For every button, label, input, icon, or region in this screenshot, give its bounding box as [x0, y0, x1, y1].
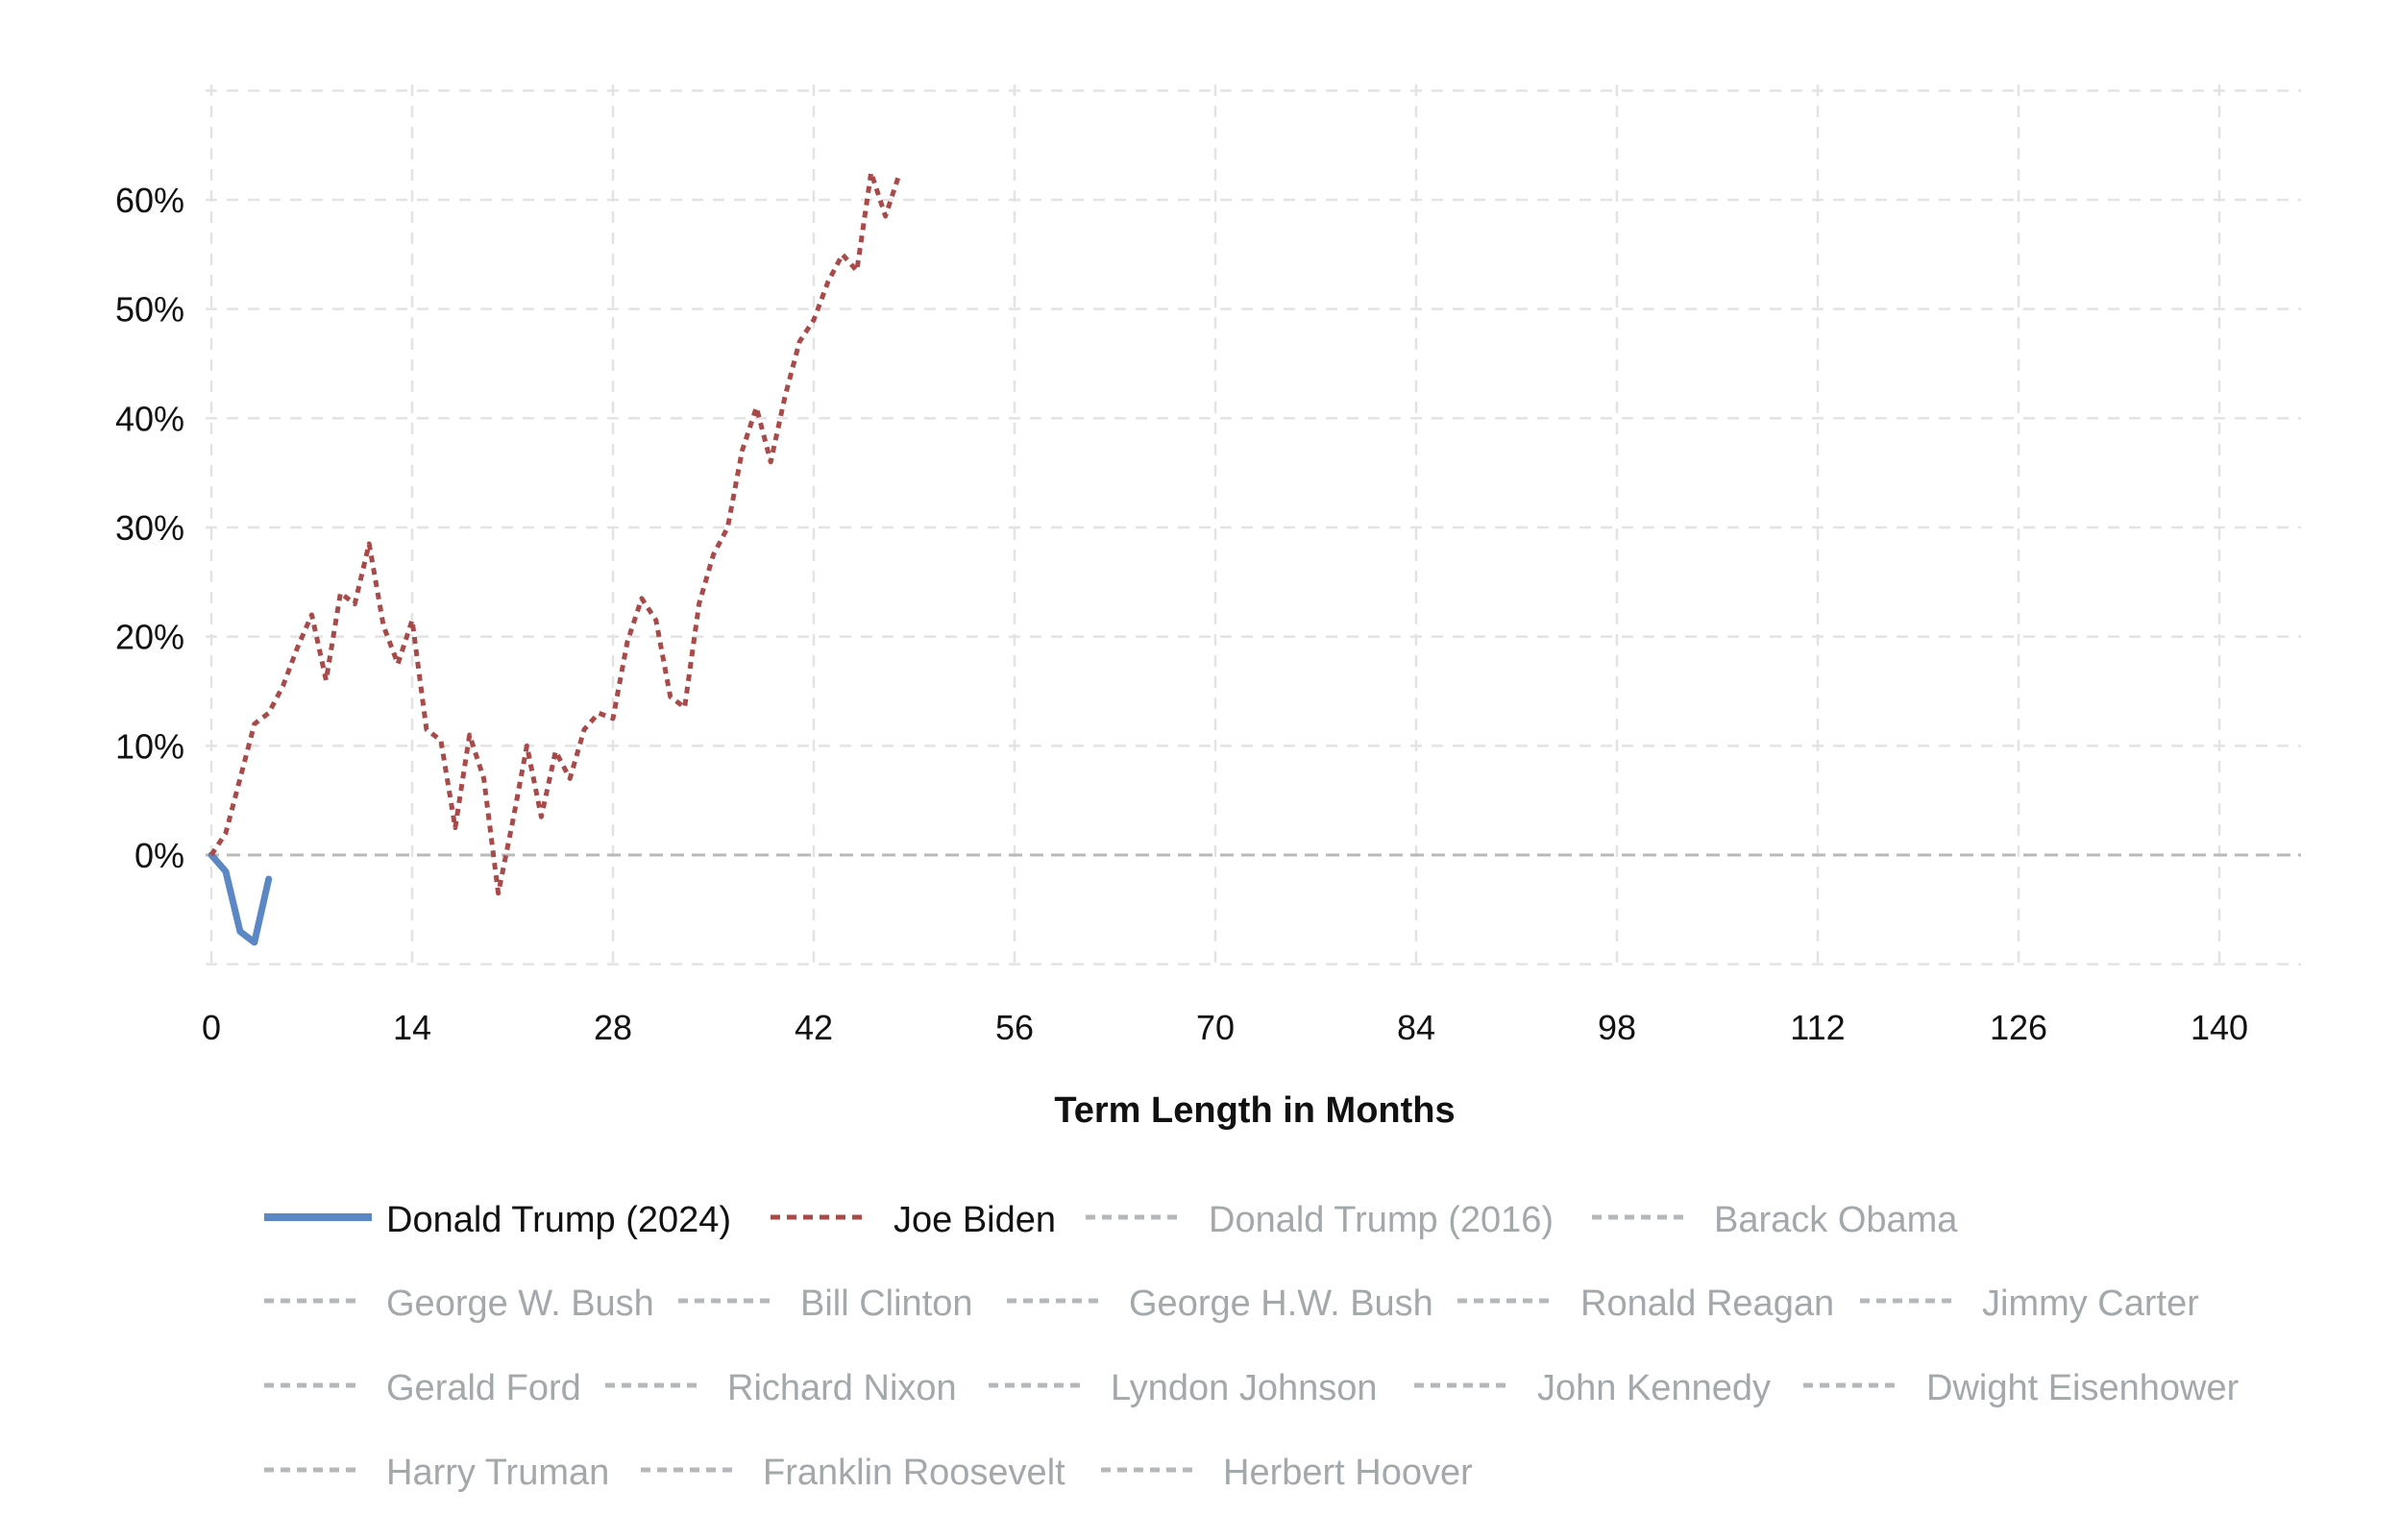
grid-lines — [206, 85, 2301, 967]
y-tick-label: 0% — [135, 836, 184, 875]
legend-item-donald-trump-2024[interactable]: Donald Trump (2024) — [264, 1200, 731, 1240]
legend-item-jimmy-carter[interactable]: Jimmy Carter — [1860, 1283, 2199, 1324]
x-tick-label: 70 — [1196, 1008, 1235, 1047]
legend-item-barack-obama[interactable]: Barack Obama — [1592, 1200, 1958, 1240]
legend: Donald Trump (2024) Joe Biden Donald Trump… — [264, 1200, 2240, 1493]
legend-label: Lyndon Johnson — [1111, 1368, 1378, 1408]
x-tick-label: 0 — [202, 1008, 221, 1047]
legend-item-john-kennedy[interactable]: John Kennedy — [1414, 1368, 1771, 1408]
legend-label: Jimmy Carter — [1982, 1283, 2199, 1324]
y-tick-label: 20% — [115, 618, 184, 657]
legend-label: Donald Trump (2024) — [386, 1200, 731, 1240]
legend-label: Herbert Hoover — [1223, 1453, 1473, 1493]
legend-item-ronald-reagan[interactable]: Ronald Reagan — [1457, 1283, 1834, 1324]
y-tick-label: 30% — [115, 508, 184, 548]
legend-label: Bill Clinton — [800, 1283, 973, 1324]
series-line-donald-trump-2024[interactable] — [208, 851, 273, 946]
y-axis-ticks: 0% 10% 20% 30% 40% 50% 60% — [115, 181, 184, 875]
legend-item-franklin-roosevelt[interactable]: Franklin Roosevelt — [641, 1453, 1065, 1493]
legend-item-richard-nixon[interactable]: Richard Nixon — [605, 1368, 957, 1408]
x-tick-label: 56 — [995, 1008, 1034, 1047]
legend-label: Barack Obama — [1714, 1200, 1958, 1240]
x-tick-label: 42 — [795, 1008, 833, 1047]
series-lines — [208, 170, 902, 946]
y-tick-label: 50% — [115, 290, 184, 330]
legend-label: Joe Biden — [894, 1200, 1056, 1240]
y-tick-label: 10% — [115, 726, 184, 766]
legend-label: Harry Truman — [386, 1453, 609, 1493]
x-axis-title: Term Length in Months — [1054, 1090, 1455, 1131]
legend-item-gerald-ford[interactable]: Gerald Ford — [264, 1368, 581, 1408]
x-tick-label: 84 — [1397, 1008, 1435, 1047]
legend-item-harry-truman[interactable]: Harry Truman — [264, 1453, 609, 1493]
legend-label: Richard Nixon — [727, 1368, 957, 1408]
legend-label: Ronald Reagan — [1580, 1283, 1834, 1324]
x-tick-label: 126 — [1990, 1008, 2047, 1047]
legend-label: Dwight Eisenhower — [1926, 1368, 2240, 1408]
y-tick-label: 40% — [115, 399, 184, 438]
legend-item-donald-trump-2016[interactable]: Donald Trump (2016) — [1086, 1200, 1554, 1240]
legend-label: Gerald Ford — [386, 1368, 581, 1408]
x-tick-label: 98 — [1598, 1008, 1636, 1047]
legend-label: George W. Bush — [386, 1283, 654, 1324]
legend-label: George H.W. Bush — [1129, 1283, 1433, 1324]
x-axis-ticks: 0 14 28 42 56 70 84 98 112 126 140 — [202, 1008, 2248, 1047]
y-tick-label: 60% — [115, 181, 184, 220]
legend-item-dwight-eisenhower[interactable]: Dwight Eisenhower — [1803, 1368, 2240, 1408]
legend-item-herbert-hoover[interactable]: Herbert Hoover — [1101, 1453, 1473, 1493]
x-tick-label: 28 — [594, 1008, 632, 1047]
x-tick-label: 112 — [1790, 1008, 1845, 1047]
legend-item-george-h-w-bush[interactable]: George H.W. Bush — [1007, 1283, 1433, 1324]
legend-item-george-w-bush[interactable]: George W. Bush — [264, 1283, 654, 1324]
legend-label: Donald Trump (2016) — [1209, 1200, 1554, 1240]
series-line-joe-biden[interactable] — [208, 170, 902, 896]
legend-item-joe-biden[interactable]: Joe Biden — [771, 1200, 1056, 1240]
legend-item-bill-clinton[interactable]: Bill Clinton — [678, 1283, 973, 1324]
legend-label: Franklin Roosevelt — [763, 1453, 1065, 1493]
x-tick-label: 140 — [2191, 1008, 2248, 1047]
legend-item-lyndon-johnson[interactable]: Lyndon Johnson — [989, 1368, 1378, 1408]
legend-label: John Kennedy — [1537, 1368, 1771, 1408]
x-tick-label: 14 — [393, 1008, 431, 1047]
